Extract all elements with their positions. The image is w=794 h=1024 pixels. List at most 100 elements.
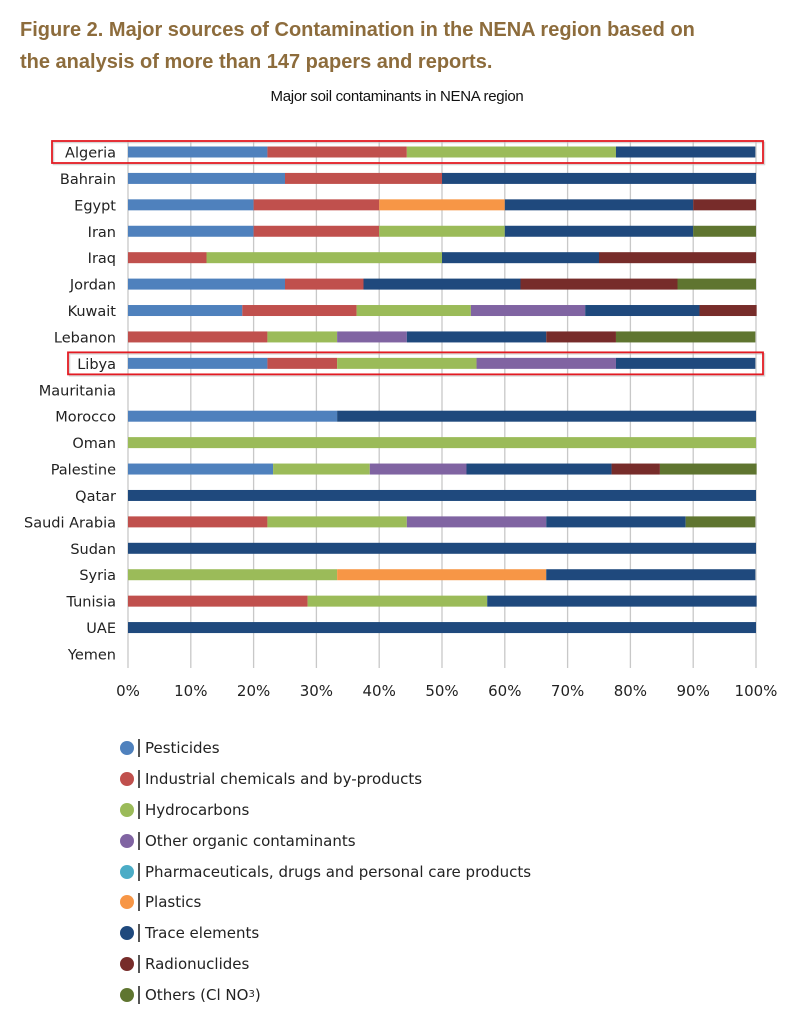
highlight-box-shadow: [52, 141, 766, 166]
highlight-box-shadow: [68, 353, 766, 377]
category-label: Syria: [79, 568, 116, 584]
legend-item: Industrial chemicals and by-products: [120, 764, 531, 795]
bar-segment: [615, 146, 756, 158]
bar-segment: [128, 410, 338, 422]
legend-item: Pesticides: [120, 733, 531, 764]
legend-separator: [138, 800, 140, 819]
category-label: Tunisia: [65, 595, 116, 611]
bar-segment: [406, 516, 547, 528]
x-tick-label: 20%: [237, 682, 270, 700]
legend-label: Pesticides: [145, 739, 220, 758]
category-label: Kuwait: [68, 304, 117, 320]
bar-segment: [128, 331, 268, 343]
bar-segment: [369, 463, 467, 475]
bar-segment: [128, 172, 285, 184]
x-axis-ticks: 0% 10% 20% 30% 40% 50% 60% 70% 80% 90% 100%: [116, 682, 777, 700]
category-label: Mauritania: [39, 383, 116, 399]
bar-segment: [128, 225, 254, 237]
x-tick-label: 0%: [116, 682, 140, 700]
category-label: Sudan: [70, 542, 116, 558]
bars: [128, 146, 757, 634]
bar-segment: [128, 305, 243, 317]
legend-swatch-icon: [120, 772, 134, 787]
bar-segment: [273, 463, 370, 475]
x-tick-label: 10%: [174, 682, 207, 700]
category-label: UAE: [86, 621, 116, 637]
x-tick-label: 40%: [363, 682, 396, 700]
bar-segment: [546, 569, 756, 581]
legend-item: Other organic contaminants: [120, 825, 531, 856]
legend-label: Hydrocarbons: [145, 800, 250, 819]
bar-segment: [206, 252, 442, 264]
bar-segment: [242, 305, 357, 317]
bar-segment: [476, 357, 616, 369]
legend-separator: [138, 893, 140, 912]
bar-segment: [337, 569, 547, 581]
bar-segment: [267, 357, 338, 369]
legend-swatch-icon: [120, 987, 134, 1002]
bar-segment: [466, 463, 612, 475]
category-label: Yemen: [67, 647, 116, 663]
category-labels: Algeria Bahrain Egypt Iran Iraq Jordan Kuwait L…: [24, 146, 116, 664]
bar-segment: [128, 278, 285, 290]
bar-segment: [406, 331, 547, 343]
bar-segment: [128, 357, 268, 369]
legend-label: Industrial chemicals and by-products: [145, 770, 423, 789]
x-tick-label: 100%: [735, 682, 778, 700]
bar-segment: [128, 489, 756, 501]
bar-segment: [128, 146, 268, 158]
category-label: Iraq: [88, 251, 116, 267]
x-tick-label: 50%: [425, 682, 458, 700]
legend-item: Hydrocarbons: [120, 795, 531, 826]
figure-caption: Figure 2. Major sources of Contamination…: [20, 14, 780, 78]
stacked-bar-chart: Algeria Bahrain Egypt Iran Iraq Jordan Kuwait L…: [24, 140, 777, 700]
category-label: Libya: [77, 357, 116, 373]
legend-item: Plastics: [120, 887, 531, 918]
category-label: Algeria: [65, 146, 116, 162]
legend-separator: [138, 770, 140, 789]
bar-segment: [685, 516, 756, 528]
legend-label: Plastics: [145, 893, 202, 912]
bar-segment: [693, 225, 756, 237]
category-label: Palestine: [51, 463, 116, 479]
x-tick-label: 90%: [677, 682, 710, 700]
category-label: Qatar: [75, 489, 116, 505]
legend-swatch-icon: [120, 833, 134, 848]
x-tick-label: 60%: [488, 682, 521, 700]
bar-segment: [128, 463, 274, 475]
bar-segment: [379, 199, 505, 211]
bar-segment: [128, 437, 756, 449]
legend-separator: [138, 985, 140, 1004]
highlight-boxes: [51, 140, 766, 377]
bar-segment: [128, 252, 207, 264]
bar-segment: [615, 357, 756, 369]
x-tick-label: 70%: [551, 682, 584, 700]
bar-segment: [406, 146, 616, 158]
bar-segment: [546, 331, 616, 343]
bar-segment: [504, 199, 694, 211]
bar-segment: [285, 278, 364, 290]
legend-separator: [138, 739, 140, 758]
legend-label: Other organic contaminants: [145, 831, 356, 850]
bar-segment: [128, 569, 338, 581]
bar-segment: [267, 516, 407, 528]
bar-segment: [615, 331, 756, 343]
figure-caption-line-2: the analysis of more than 147 papers and…: [20, 51, 493, 73]
category-label: Iran: [88, 225, 116, 241]
legend-separator: [138, 954, 140, 973]
bar-segment: [285, 172, 442, 184]
highlight-box: [51, 140, 764, 164]
category-label: Jordan: [69, 278, 116, 294]
category-label: Morocco: [55, 410, 116, 426]
legend-swatch-icon: [120, 741, 134, 756]
legend-item: Pharmaceuticals, drugs and personal care…: [120, 856, 531, 887]
legend-label: Pharmaceuticals, drugs and personal care…: [145, 862, 532, 881]
gridlines: [127, 140, 757, 668]
legend-separator: [138, 831, 140, 850]
legend-swatch-icon: [120, 926, 134, 941]
bar-segment: [307, 595, 488, 607]
bar-segment: [128, 622, 756, 634]
legend-item: Others (Cl NO 3): [120, 979, 531, 1010]
bar-segment: [487, 595, 757, 607]
legend-label-end: ): [254, 985, 261, 1004]
